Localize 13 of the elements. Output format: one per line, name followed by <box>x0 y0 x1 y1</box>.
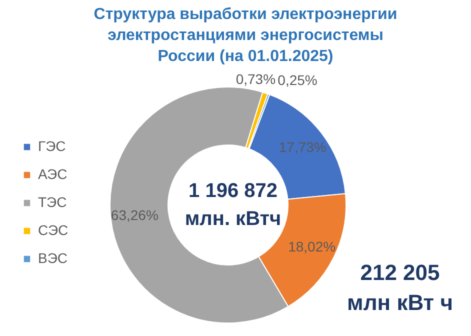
data-label: 17,73% <box>278 138 326 155</box>
text: 212 205 млн кВт ч <box>347 260 453 315</box>
legend-label: ВЭС <box>38 250 68 266</box>
legend-label: АЭС <box>38 166 68 182</box>
text: 1 196 872 млн. кВтч <box>184 180 282 230</box>
data-label: 0,25% <box>278 72 318 88</box>
chart-title: Структура выработки электроэнергии электростанциями энергосистемы России (на 01.01.2025) <box>94 6 398 65</box>
legend-label: ТЭС <box>38 194 67 210</box>
data-label: 63,26% <box>110 207 158 224</box>
data-label: 18,02% <box>288 238 336 255</box>
data-label: 0,73% <box>236 70 276 87</box>
legend-label: ГЭС <box>38 138 66 154</box>
legend-label: СЭС <box>38 222 68 238</box>
